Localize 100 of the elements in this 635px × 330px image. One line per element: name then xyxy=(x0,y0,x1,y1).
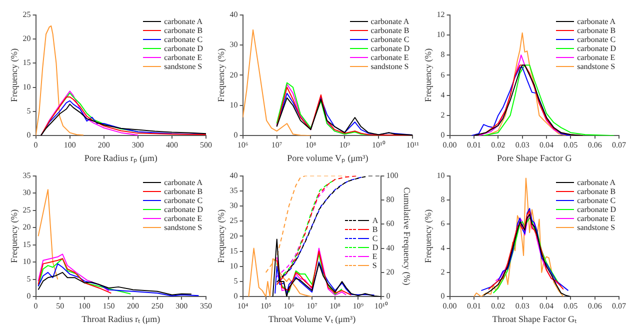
y-axis-title: Frequency (%) xyxy=(216,48,226,102)
y-tick-label: 20 xyxy=(230,70,238,80)
legend-label: sandstone S xyxy=(577,222,616,232)
x-tick-label: 10⁸ xyxy=(305,140,316,150)
legend-label: carbonate D xyxy=(164,44,203,53)
y-tick-label: 0 xyxy=(26,130,31,140)
y-tick-label: 4 xyxy=(440,243,445,252)
legend-label: carbonate D xyxy=(577,204,616,214)
x-tick-label: 10⁵ xyxy=(260,301,272,310)
x-tick-label: 0.05 xyxy=(564,301,578,310)
legend-label: sandstone S xyxy=(164,62,202,71)
x-tick-label: 10⁶ xyxy=(284,301,295,310)
y-tick-label: 20 xyxy=(22,222,31,232)
x-tick-label: 400 xyxy=(166,140,178,150)
x-tick-label: 100 xyxy=(78,301,90,310)
legend-label: carbonate A xyxy=(370,16,410,26)
y-tick-label: 0 xyxy=(234,130,238,140)
legend-label: carbonate A xyxy=(577,16,616,26)
y-tick-label: 5 xyxy=(234,276,238,286)
y-axis-title: Frequency (%) xyxy=(8,48,19,102)
legend-label: carbonate E xyxy=(164,214,202,223)
legend-label: carbonate E xyxy=(577,214,616,223)
y2-tick-label: 80 xyxy=(386,195,394,204)
x-tick-label: 100 xyxy=(64,140,76,150)
y-tick-label: 0 xyxy=(440,130,445,140)
x-axis-title: Pore Shape Factor G xyxy=(497,152,572,163)
legend-label: sandstone S xyxy=(164,222,202,232)
x-tick-label: 0.06 xyxy=(588,301,602,310)
x-tick-label: 300 xyxy=(176,301,188,310)
x-tick-label: 10⁹ xyxy=(352,301,364,310)
x-tick-label: 0.06 xyxy=(588,140,602,150)
legend-label: carbonate C xyxy=(370,34,410,44)
legend-label: carbonate C xyxy=(577,196,616,205)
y2-tick-label: 20 xyxy=(386,268,394,277)
legend-label: carbonate E xyxy=(370,52,409,62)
legend-label: carbonate B xyxy=(164,26,203,35)
y-axis-title: Frequency (%) xyxy=(216,209,226,264)
legend-label: S xyxy=(372,260,377,270)
y-tick-label: 10 xyxy=(436,30,445,40)
y-tick-label: 30 xyxy=(230,201,238,210)
x-tick-label: 0 xyxy=(34,140,38,150)
x-tick-label: 0.01 xyxy=(466,301,481,310)
legend-label: carbonate E xyxy=(164,52,202,62)
y-tick-label: 5 xyxy=(26,106,31,116)
legend-label: carbonate A xyxy=(164,16,203,26)
x-tick-label: 0.03 xyxy=(515,140,530,150)
x-tick-label: 0.03 xyxy=(515,301,530,310)
y-tick-label: 15 xyxy=(22,58,31,68)
y-tick-label: 35 xyxy=(22,170,31,180)
x-tick-label: 0.04 xyxy=(539,140,554,150)
x-tick-label: 0.02 xyxy=(491,301,506,310)
x-tick-label: 10⁷ xyxy=(271,140,282,150)
x-axis-title: Pore volume Vₚ (μm³) xyxy=(287,152,368,164)
y-tick-label: 35 xyxy=(230,186,238,195)
legend-label: C xyxy=(372,234,378,243)
legend-label: carbonate B xyxy=(577,26,616,35)
x-tick-label: 250 xyxy=(151,301,164,310)
y-tick-label: 20 xyxy=(22,34,31,44)
x-tick-label: 200 xyxy=(98,140,110,150)
x-tick-label: 0.07 xyxy=(612,140,626,150)
y-tick-label: 8 xyxy=(440,50,445,60)
y-tick-label: 25 xyxy=(230,216,238,226)
y2-tick-label: 0 xyxy=(386,292,390,301)
y2-axis-title: Cumulative Frequency (%) xyxy=(402,187,412,286)
legend-label: carbonate D xyxy=(577,44,616,53)
y-tick-label: 15 xyxy=(22,240,31,249)
x-tick-label: 0.01 xyxy=(466,140,481,150)
x-tick-label: 0.02 xyxy=(491,140,506,150)
y-tick-label: 6 xyxy=(440,70,445,80)
legend-label: sandstone S xyxy=(370,62,409,71)
legend-label: D xyxy=(372,242,378,252)
x-tick-label: 0 xyxy=(34,301,38,310)
x-tick-label: 10⁶ xyxy=(237,140,248,150)
legend-label: carbonate C xyxy=(164,196,203,205)
y-tick-label: 12 xyxy=(436,10,445,19)
y-tick-label: 2 xyxy=(440,110,445,120)
legend-label: carbonate B xyxy=(164,186,203,196)
y-tick-label: 40 xyxy=(230,10,238,19)
x-tick-label: 50 xyxy=(56,301,64,310)
x-axis-title: Pore Radius rₚ (μm) xyxy=(84,152,158,164)
x-tick-label: 10⁹ xyxy=(339,140,350,150)
x-tick-label: 500 xyxy=(200,140,212,150)
x-tick-label: 10⁸ xyxy=(330,301,341,310)
legend-label: carbonate A xyxy=(164,178,203,187)
legend-label: carbonate C xyxy=(164,34,203,44)
legend-label: carbonate E xyxy=(577,52,616,62)
y-tick-label: 10 xyxy=(22,257,31,266)
x-axis-title: Throat Shape Factor Gₜ xyxy=(492,314,577,324)
x-tick-label: 10¹¹ xyxy=(406,140,420,150)
y-tick-label: 30 xyxy=(22,188,31,198)
y-tick-label: 30 xyxy=(230,40,238,50)
y-axis-title: Frequency (%) xyxy=(422,48,433,102)
y2-tick-label: 100 xyxy=(386,170,398,180)
y-tick-label: 0 xyxy=(234,292,238,301)
legend-label: carbonate D xyxy=(370,44,410,53)
legend-label: A xyxy=(372,216,378,225)
y-tick-label: 5 xyxy=(26,274,31,284)
legend-label: B xyxy=(372,224,378,234)
legend-label: E xyxy=(372,252,378,261)
y-tick-label: 0 xyxy=(26,292,31,301)
